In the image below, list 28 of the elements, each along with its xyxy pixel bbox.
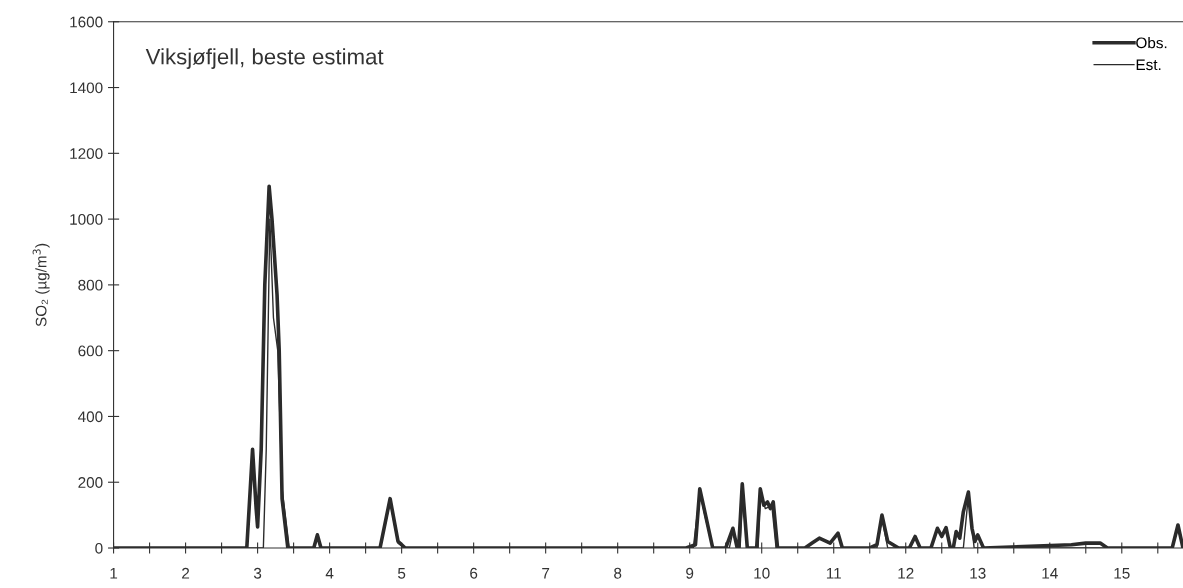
- y-tick-label: 1600: [70, 16, 103, 28]
- y-axis-title: SO₂ (µg/m$^{3}$): [32, 243, 50, 327]
- y-tick-label: 0: [95, 542, 103, 554]
- x-tick-label: 12: [898, 567, 914, 579]
- x-tick-label: 1: [110, 568, 118, 579]
- x-tick-label: 4: [325, 568, 334, 579]
- y-tick-label: 400: [78, 411, 103, 423]
- y-tick-label: 1000: [70, 213, 103, 225]
- y-tick-label: 600: [78, 345, 103, 357]
- x-tick-label: 9: [686, 567, 694, 579]
- x-tick-label: 14: [1042, 568, 1058, 579]
- x-tick-label: 10: [754, 567, 770, 579]
- x-tick-label: 3: [253, 567, 262, 579]
- x-tick-label: 5: [397, 568, 406, 579]
- y-tick-label: 1400: [70, 82, 103, 94]
- x-tick-label: 7: [542, 568, 550, 579]
- text: Viksjøfjell, beste estimat: [145, 48, 384, 69]
- x-tick-label: 15: [1114, 568, 1130, 579]
- legend-label: Obs.: [1136, 37, 1167, 49]
- x-tick-label: 6: [470, 567, 478, 579]
- x-tick-label: 11: [826, 568, 841, 579]
- y-tick-label: 1200: [70, 148, 103, 160]
- y-tick-label: 800: [78, 279, 103, 291]
- legend-label: Est.: [1136, 59, 1161, 71]
- x-tick-label: 13: [970, 567, 986, 579]
- x-tick-label: 8: [614, 567, 622, 579]
- y-tick-label: 200: [78, 477, 103, 488]
- x-tick-label: 2: [182, 567, 190, 579]
